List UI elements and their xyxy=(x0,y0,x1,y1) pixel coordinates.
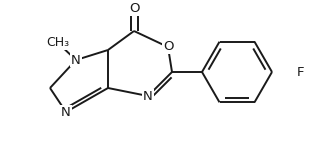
Text: O: O xyxy=(129,3,139,15)
Text: CH₃: CH₃ xyxy=(46,37,70,49)
Text: O: O xyxy=(163,41,173,53)
Text: F: F xyxy=(296,66,304,79)
Text: N: N xyxy=(143,90,153,103)
Text: N: N xyxy=(71,53,81,66)
Text: N: N xyxy=(61,105,71,118)
